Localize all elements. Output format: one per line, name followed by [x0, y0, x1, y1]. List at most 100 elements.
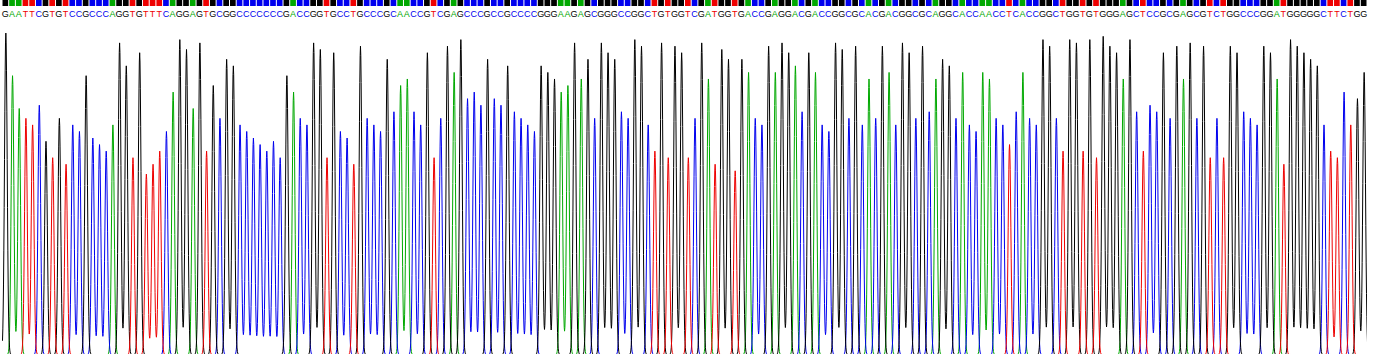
- html-text:C C G: C C G: [296, 9, 317, 19]
- html-text:C C: C C: [751, 9, 765, 19]
- svg-text:G: G: [443, 9, 450, 19]
- svg-text:G: G: [785, 9, 792, 19]
- svg-text:G: G: [423, 9, 430, 19]
- svg-text:T: T: [143, 9, 149, 19]
- svg-text:C: C: [644, 9, 651, 19]
- svg-text:G: G: [1159, 9, 1166, 19]
- svg-text:A: A: [290, 9, 296, 19]
- svg-text:A: A: [986, 9, 992, 19]
- svg-text:T: T: [1006, 9, 1012, 19]
- svg-text:A: A: [1274, 9, 1280, 19]
- svg-text:G: G: [698, 9, 705, 19]
- html-text:C C: C C: [965, 9, 979, 19]
- svg-text:G: G: [878, 9, 885, 19]
- svg-text:T: T: [29, 9, 35, 19]
- html-text:C C: C C: [410, 9, 424, 19]
- svg-text:A: A: [451, 9, 457, 19]
- svg-text:G: G: [316, 9, 323, 19]
- svg-text:T: T: [685, 9, 691, 19]
- svg-text:C: C: [1133, 9, 1140, 19]
- svg-text:G: G: [2, 9, 9, 19]
- svg-text:A: A: [190, 9, 196, 19]
- svg-text:C: C: [1213, 9, 1220, 19]
- svg-text:G: G: [724, 9, 731, 19]
- svg-text:A: A: [1019, 9, 1025, 19]
- svg-text:G: G: [1173, 9, 1180, 19]
- svg-text:C: C: [1053, 9, 1060, 19]
- svg-text:A: A: [792, 9, 798, 19]
- svg-text:G: G: [571, 9, 578, 19]
- svg-text:G: G: [658, 9, 665, 19]
- html-text:T G C: T G C: [323, 9, 344, 19]
- svg-text:A: A: [705, 9, 711, 19]
- svg-text:A: A: [1180, 9, 1186, 19]
- html-text:T G C G G C C C C C C C: T G C G G C C C C C C C: [203, 9, 283, 19]
- svg-text:A: A: [564, 9, 570, 19]
- svg-text:T: T: [63, 9, 69, 19]
- svg-text:T: T: [431, 9, 437, 19]
- svg-text:A: A: [9, 9, 15, 19]
- html-text:T G C C C G C: T G C C C G C: [350, 9, 397, 19]
- svg-text:G: G: [1360, 9, 1367, 19]
- svg-text:T: T: [23, 9, 29, 19]
- svg-text:G: G: [196, 9, 203, 19]
- html-text:T G: T G: [711, 9, 725, 19]
- svg-text:G: G: [738, 9, 745, 19]
- svg-text:A: A: [812, 9, 818, 19]
- svg-text:A: A: [979, 9, 985, 19]
- svg-text:T: T: [1207, 9, 1213, 19]
- html-text:G G C: G G C: [938, 9, 959, 19]
- svg-text:T: T: [150, 9, 156, 19]
- svg-text:G: G: [805, 9, 812, 19]
- svg-text:T: T: [1140, 9, 1146, 19]
- svg-text:A: A: [404, 9, 410, 19]
- svg-text:G: G: [283, 9, 290, 19]
- svg-text:G: G: [1046, 9, 1053, 19]
- svg-text:A: A: [959, 9, 965, 19]
- svg-text:A: A: [1120, 9, 1126, 19]
- svg-text:A: A: [170, 9, 176, 19]
- svg-text:G: G: [1200, 9, 1207, 19]
- svg-text:C: C: [999, 9, 1006, 19]
- svg-text:T: T: [1334, 9, 1340, 19]
- html-text:C C G C C C: C C G C C C: [69, 9, 109, 19]
- svg-text:G: G: [1072, 9, 1079, 19]
- svg-text:G: G: [182, 9, 189, 19]
- svg-text:A: A: [578, 9, 584, 19]
- svg-text:C: C: [1320, 9, 1327, 19]
- html-text:T G: T G: [665, 9, 678, 19]
- svg-text:A: A: [932, 9, 938, 19]
- svg-text:G: G: [765, 9, 772, 19]
- svg-text:A: A: [772, 9, 778, 19]
- svg-text:G: G: [1186, 9, 1193, 19]
- svg-text:A: A: [865, 9, 871, 19]
- svg-text:G: G: [551, 9, 558, 19]
- svg-text:G: G: [55, 9, 62, 19]
- html-text:C C G: C C G: [1025, 9, 1046, 19]
- svg-text:C: C: [1340, 9, 1347, 19]
- svg-text:T: T: [1327, 9, 1333, 19]
- svg-text:G: G: [122, 9, 129, 19]
- svg-text:A: A: [16, 9, 22, 19]
- html-text:C C C C G G: C C C C G G: [510, 9, 551, 19]
- html-text:G C G G G C C G G: G C G G G C C G G: [584, 9, 645, 19]
- svg-text:A: A: [745, 9, 751, 19]
- svg-text:G: G: [1266, 9, 1273, 19]
- svg-text:A: A: [397, 9, 403, 19]
- svg-text:G: G: [504, 9, 511, 19]
- svg-text:A: A: [558, 9, 564, 19]
- html-text:T G G: T G G: [1093, 9, 1113, 19]
- svg-text:G: G: [1086, 9, 1093, 19]
- svg-text:C: C: [343, 9, 350, 19]
- svg-text:G: G: [42, 9, 49, 19]
- svg-text:A: A: [109, 9, 115, 19]
- svg-text:G: G: [678, 9, 685, 19]
- svg-text:G: G: [1113, 9, 1120, 19]
- svg-text:G: G: [136, 9, 143, 19]
- svg-text:T: T: [156, 9, 162, 19]
- svg-text:A: A: [886, 9, 892, 19]
- html-text:C G G C G C: C G G C G C: [892, 9, 932, 19]
- html-text:T G: T G: [1059, 9, 1073, 19]
- html-text:C C G G C G C: C C G G C G C: [818, 9, 866, 19]
- html-text:G C C C G C C: G C C C G C C: [456, 9, 504, 19]
